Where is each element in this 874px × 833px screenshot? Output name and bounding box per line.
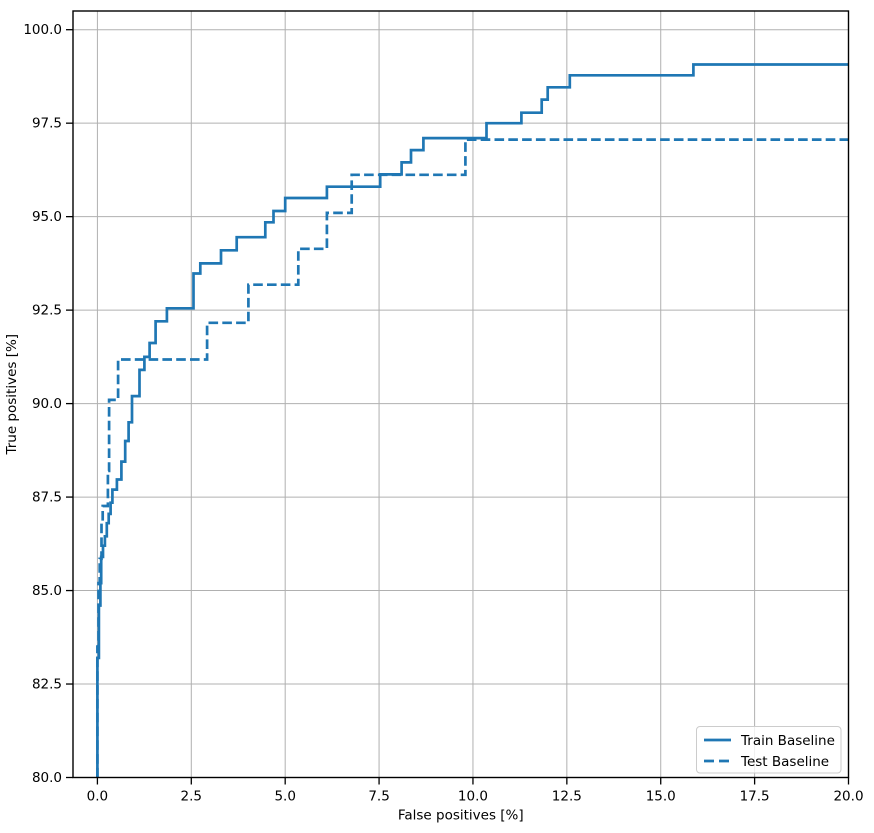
- plot-border: [72, 10, 850, 779]
- x-tick-label: 7.5: [368, 789, 389, 805]
- x-tick-label: 20.0: [833, 789, 863, 805]
- y-tick-label: 92.5: [32, 303, 62, 319]
- y-tick-label: 82.5: [32, 677, 62, 693]
- x-axis-label: False positives [%]: [398, 808, 524, 824]
- x-tick-label: 2.5: [181, 789, 202, 805]
- legend: Train Baseline Test Baseline: [696, 726, 842, 774]
- y-tick-label: 97.5: [32, 116, 62, 132]
- x-tick-label: 0.0: [87, 789, 108, 805]
- y-tick-label: 100.0: [23, 22, 62, 38]
- test-baseline-line: [96, 138, 849, 778]
- legend-label-train: Train Baseline: [740, 733, 835, 749]
- series-layer: [96, 63, 849, 778]
- legend-label-test: Test Baseline: [740, 754, 829, 770]
- y-tick-label: 95.0: [32, 209, 62, 225]
- x-tick-label: 17.5: [740, 789, 770, 805]
- legend-box: [696, 726, 842, 774]
- x-tick-label: 10.0: [458, 789, 488, 805]
- y-tick-label: 90.0: [32, 396, 62, 412]
- y-axis-label: True positives [%]: [4, 334, 20, 456]
- x-tick-label: 5.0: [274, 789, 295, 805]
- x-tick-label: 12.5: [552, 789, 582, 805]
- x-tick-label: 15.0: [646, 789, 676, 805]
- tick-layer: 0.0 2.5 5.0 7.5 10.0 12.5 15.0 17.5 20.0 80.0 82.5…: [23, 22, 863, 804]
- y-tick-label: 85.0: [32, 583, 62, 599]
- train-baseline-line: [96, 63, 849, 778]
- y-tick-label: 80.0: [32, 770, 62, 786]
- y-tick-label: 87.5: [32, 490, 62, 506]
